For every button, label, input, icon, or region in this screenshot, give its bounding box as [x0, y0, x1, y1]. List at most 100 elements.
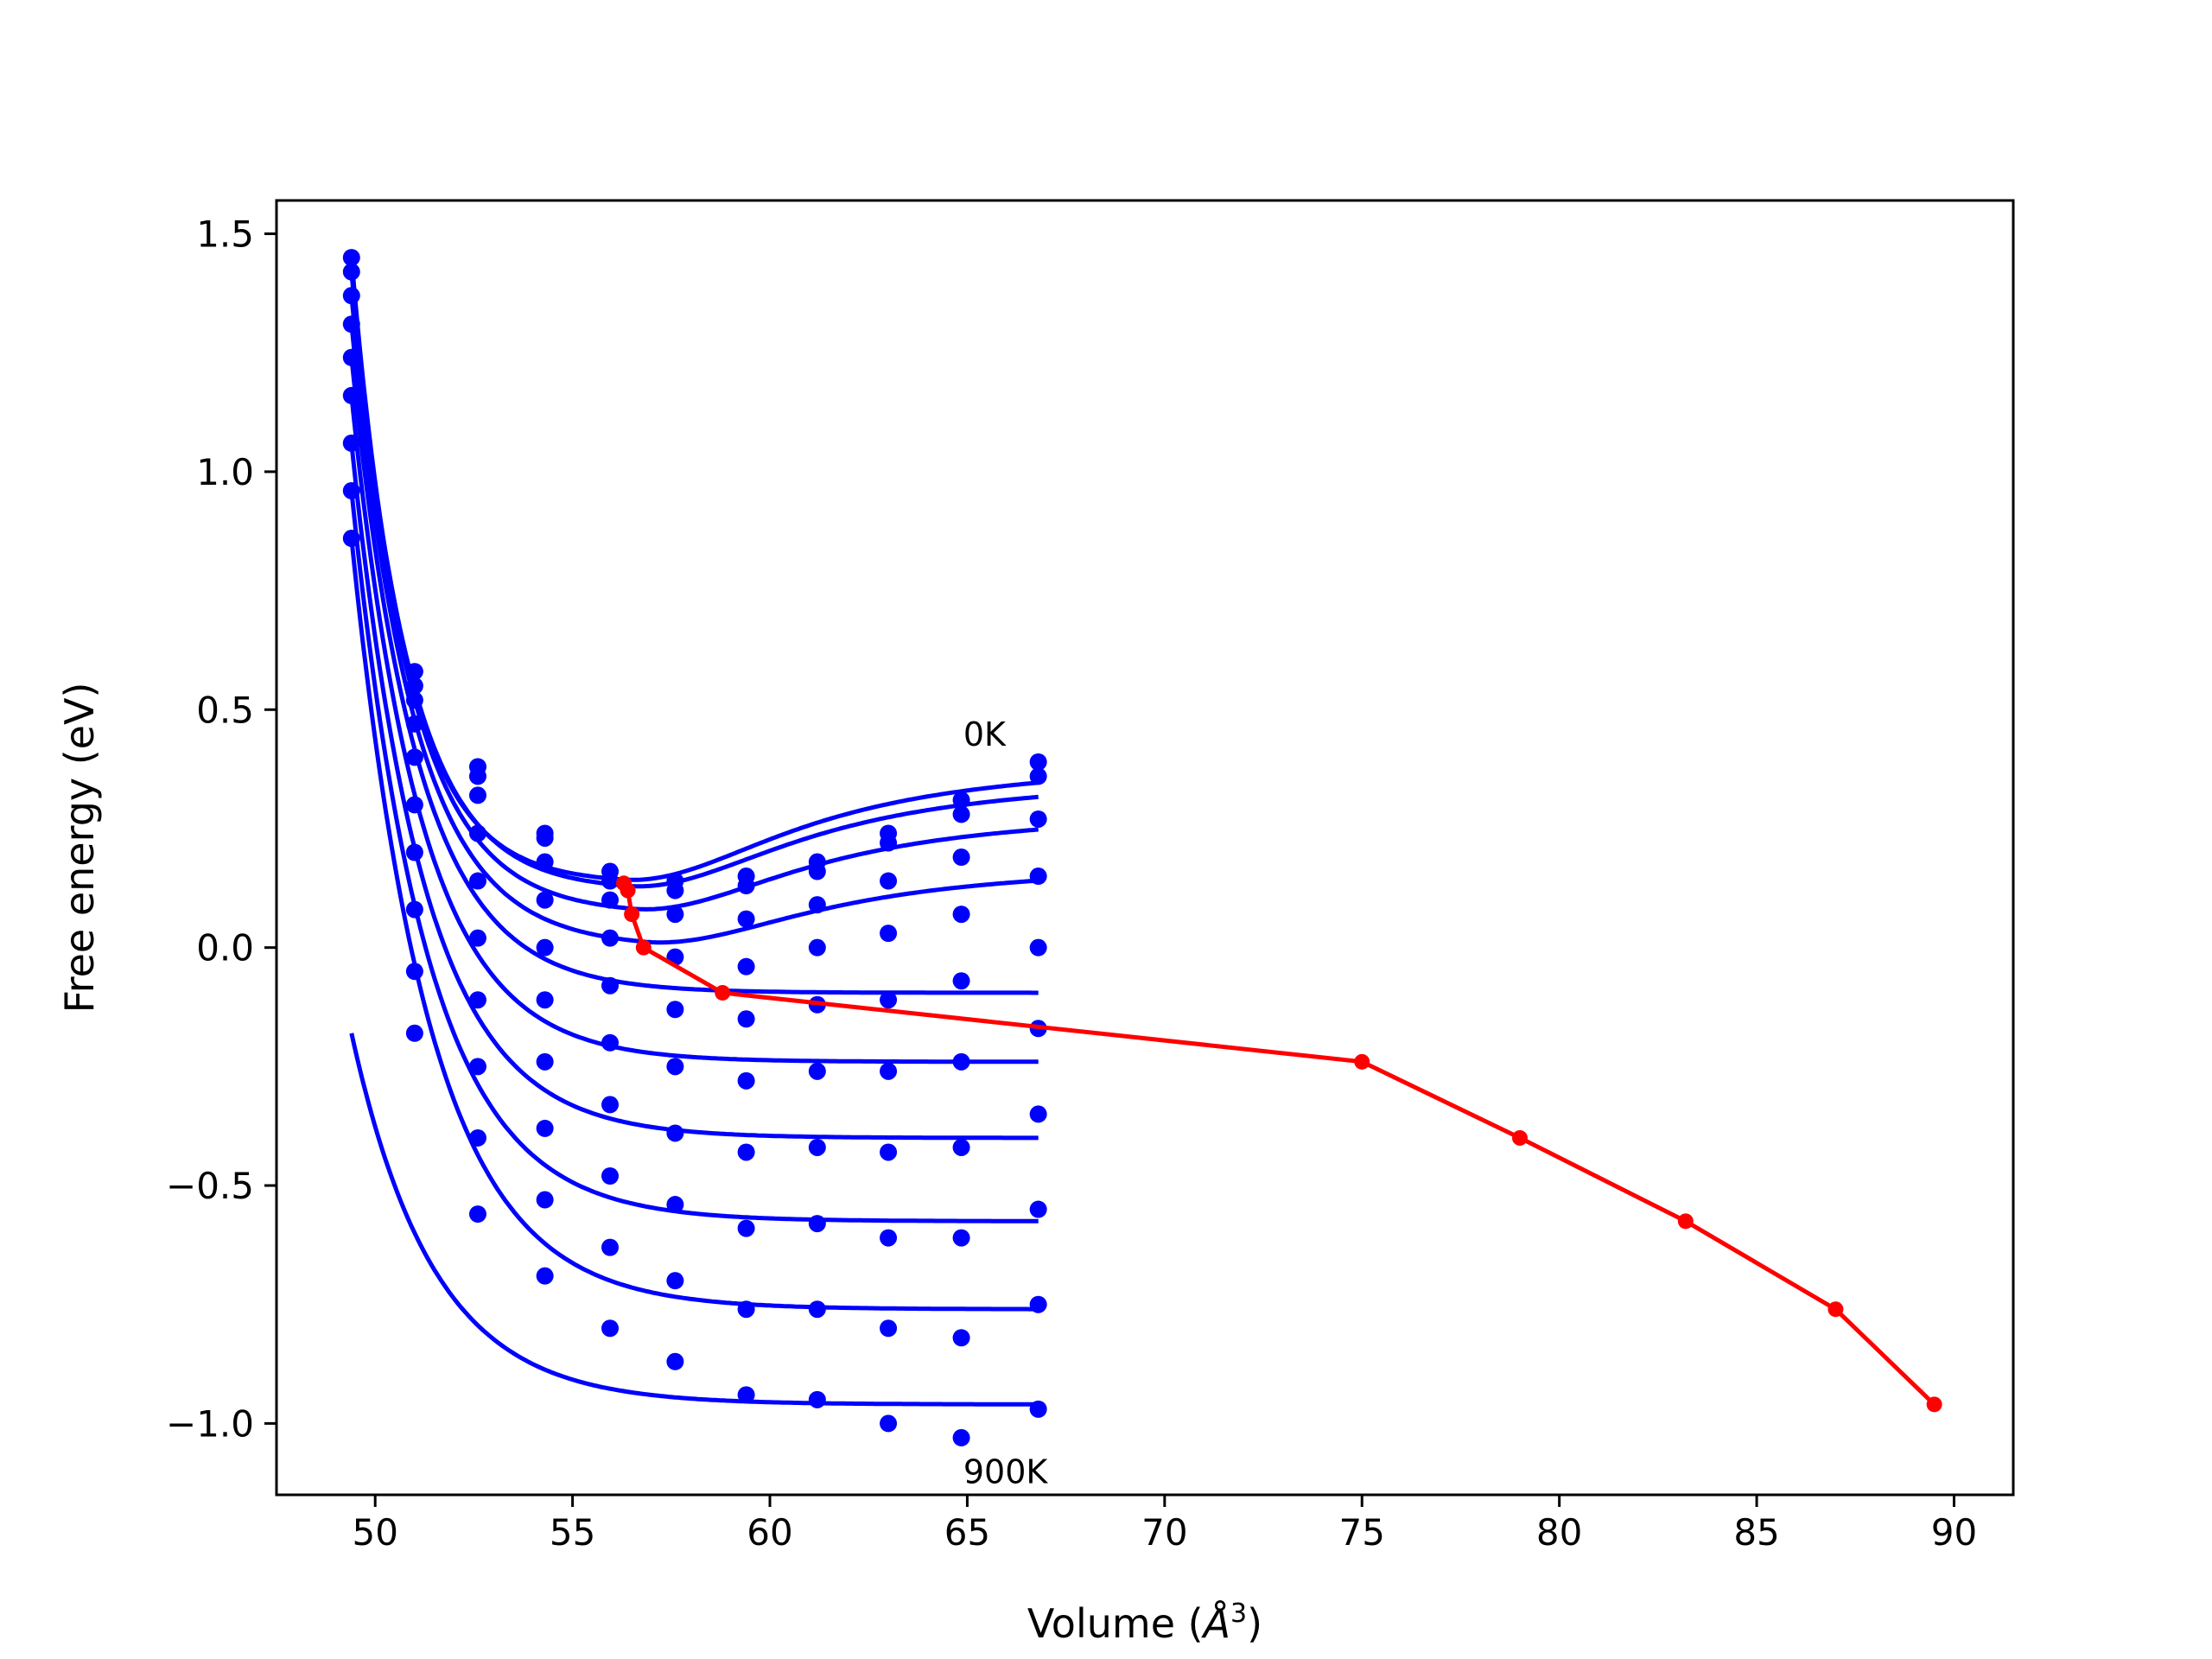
data-point-1-1 [405, 677, 423, 695]
data-point-4-9 [952, 972, 970, 990]
data-point-6-2 [468, 991, 486, 1009]
data-point-0-0 [342, 249, 360, 267]
data-point-9-3 [536, 1267, 554, 1285]
x-tick-label-2: 60 [747, 1511, 792, 1554]
data-point-7-10 [1029, 1200, 1047, 1218]
data-point-3-8 [880, 925, 898, 943]
data-point-5-2 [468, 929, 486, 947]
y-axis-label: Free energy (eV) [56, 683, 103, 1014]
x-tick-label-1: 55 [550, 1511, 595, 1554]
data-point-8-1 [405, 963, 423, 981]
fit-curve-7 [349, 490, 1039, 1224]
data-point-6-1 [405, 843, 423, 861]
x-tick-label-6: 80 [1536, 1511, 1582, 1554]
data-point-6-3 [536, 1052, 554, 1071]
x-tick-label-7: 85 [1733, 1511, 1779, 1554]
data-point-4-1 [405, 748, 423, 766]
data-point-0-9 [952, 791, 970, 809]
data-point-1-4 [601, 872, 620, 890]
minima-line [621, 882, 1936, 1407]
minima-point-9 [1926, 1396, 1942, 1413]
data-point-9-1 [405, 1024, 423, 1042]
fit-curve-5 [349, 395, 1039, 1065]
data-point-2-6 [737, 910, 755, 928]
data-point-8-0 [342, 530, 360, 548]
x-tick-label-5: 75 [1339, 1511, 1385, 1554]
annotation-900k: 900K [963, 1452, 1049, 1491]
data-point-9-8 [880, 1414, 898, 1433]
data-point-7-1 [405, 900, 423, 918]
data-point-3-10 [1029, 868, 1047, 886]
minima-point-7 [1677, 1213, 1694, 1230]
data-point-5-6 [737, 1071, 755, 1090]
data-point-8-5 [666, 1272, 684, 1290]
data-point-6-4 [601, 1096, 620, 1114]
data-point-7-3 [536, 1119, 554, 1137]
y-tick-label-0: −1.0 [166, 1402, 254, 1445]
data-point-9-6 [737, 1386, 755, 1404]
data-point-8-9 [952, 1329, 970, 1347]
data-point-2-10 [1029, 810, 1047, 828]
x-tick-label-4: 70 [1141, 1511, 1187, 1554]
data-point-1-5 [666, 881, 684, 899]
data-point-5-4 [601, 1033, 620, 1052]
data-point-6-10 [1029, 1105, 1047, 1123]
x-axis-label-exp: 3 [1230, 1599, 1247, 1629]
y-tick-label-3: 0.5 [196, 689, 254, 731]
data-point-3-2 [468, 824, 486, 842]
minima-point-8 [1827, 1301, 1844, 1318]
data-point-7-9 [952, 1229, 970, 1247]
data-point-8-7 [808, 1300, 826, 1319]
axis-ticks: 50 55 60 65 70 75 80 85 90 −1.0 −0.5 0.0 0.5 1.0 1.5 [166, 213, 1977, 1554]
data-point-4-8 [880, 991, 898, 1009]
data-point-1-9 [952, 805, 970, 823]
x-axis-label-unit: Å [1201, 1600, 1230, 1647]
minima-point-2 [624, 906, 640, 923]
data-point-3-4 [601, 929, 620, 947]
data-point-7-2 [468, 1058, 486, 1076]
data-point-0-1 [405, 663, 423, 681]
fit-curve-9 [349, 1033, 1039, 1407]
data-point-9-7 [808, 1390, 826, 1408]
minima-point-3 [635, 939, 652, 956]
data-point-4-6 [737, 1010, 755, 1028]
minima-point-6 [1511, 1129, 1528, 1146]
data-point-4-10 [1029, 938, 1047, 957]
data-point-8-3 [536, 1191, 554, 1209]
data-point-7-8 [880, 1229, 898, 1247]
data-point-7-4 [601, 1167, 620, 1185]
data-point-6-7 [808, 1138, 826, 1156]
data-point-6-0 [342, 434, 360, 452]
fit-curves [349, 257, 1039, 1407]
data-point-5-0 [342, 386, 360, 404]
data-point-8-4 [601, 1238, 620, 1256]
data-point-2-5 [666, 906, 684, 924]
annotation-0k: 0K [963, 715, 1007, 753]
data-point-1-0 [342, 263, 360, 281]
data-point-7-5 [666, 1196, 684, 1214]
data-point-2-0 [342, 287, 360, 305]
data-point-5-9 [952, 1052, 970, 1071]
data-point-8-6 [737, 1300, 755, 1319]
minima-curve [616, 875, 1942, 1413]
data-point-3-6 [737, 957, 755, 976]
data-point-6-9 [952, 1138, 970, 1156]
data-point-5-8 [880, 1062, 898, 1080]
data-point-6-8 [880, 1143, 898, 1161]
data-point-2-3 [536, 853, 554, 871]
data-point-4-2 [468, 872, 486, 890]
fit-curve-8 [349, 537, 1039, 1312]
minima-point-5 [1354, 1053, 1370, 1070]
x-tick-label-8: 90 [1931, 1511, 1977, 1554]
data-point-2-4 [601, 891, 620, 909]
data-point-0-10 [1029, 753, 1047, 771]
data-point-4-5 [666, 1001, 684, 1019]
x-tick-label-0: 50 [352, 1511, 397, 1554]
data-point-1-3 [536, 829, 554, 847]
data-point-1-7 [808, 862, 826, 880]
data-point-1-8 [880, 834, 898, 852]
data-point-9-4 [601, 1319, 620, 1338]
data-point-3-9 [952, 906, 970, 924]
data-point-9-10 [1029, 1400, 1047, 1418]
plot-frame [275, 199, 2015, 1497]
